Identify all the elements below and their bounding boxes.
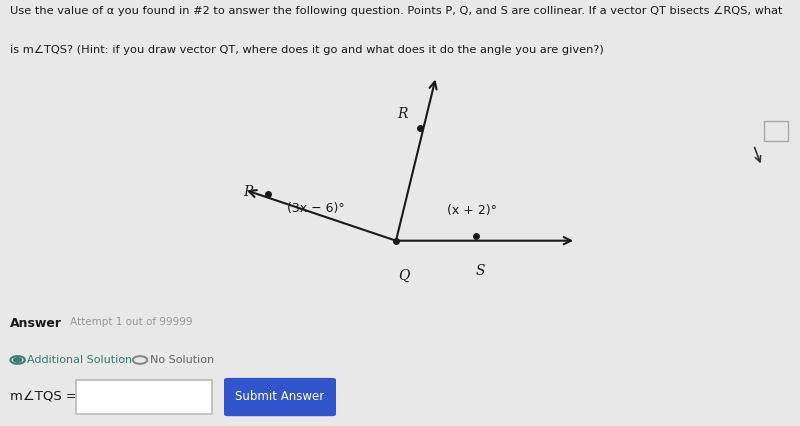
Text: P: P [243, 185, 253, 199]
Text: No Solution: No Solution [150, 354, 214, 365]
Text: Attempt 1 out of 99999: Attempt 1 out of 99999 [70, 317, 193, 327]
Text: (x + 2)°: (x + 2)° [447, 204, 497, 217]
Text: Q: Q [398, 268, 410, 282]
FancyBboxPatch shape [76, 380, 212, 414]
Text: Answer: Answer [10, 317, 62, 331]
Text: R: R [397, 107, 408, 121]
FancyBboxPatch shape [764, 121, 788, 141]
Text: (3x − 6)°: (3x − 6)° [287, 202, 345, 215]
Text: m∠TQS =: m∠TQS = [10, 390, 77, 403]
Circle shape [14, 358, 22, 362]
Text: Submit Answer: Submit Answer [235, 390, 325, 403]
Text: Additional Solution: Additional Solution [27, 354, 132, 365]
Text: S: S [475, 264, 485, 278]
Text: Use the value of α you found in #2 to answer the following question. Points P, Q: Use the value of α you found in #2 to an… [10, 6, 782, 17]
Text: is m∠TQS? (Hint: if you draw vector QT, where does it go and what does it do the: is m∠TQS? (Hint: if you draw vector QT, … [10, 45, 603, 55]
FancyBboxPatch shape [224, 378, 336, 416]
